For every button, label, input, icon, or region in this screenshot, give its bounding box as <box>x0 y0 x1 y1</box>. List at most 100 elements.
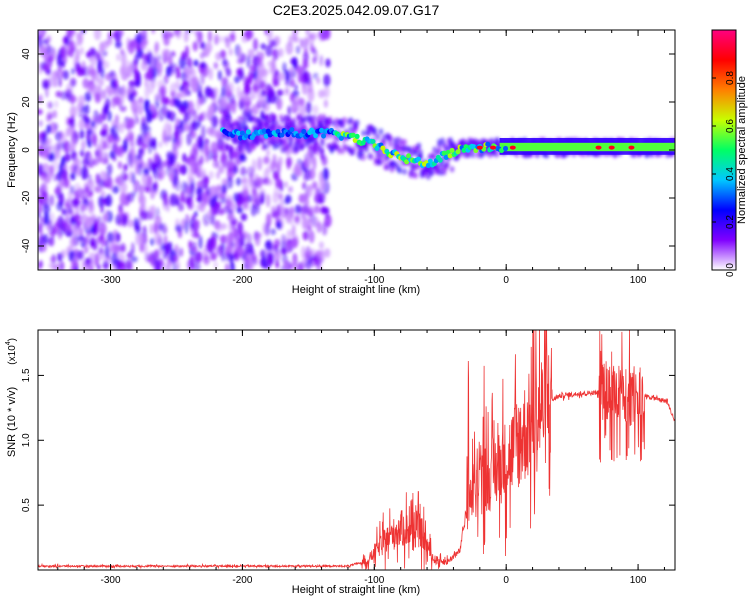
noise-speck <box>237 246 245 258</box>
noise-speck <box>57 77 62 88</box>
noise-speck <box>205 41 213 53</box>
noise-speck <box>175 162 181 174</box>
noise-speck <box>324 248 331 258</box>
noise-speck <box>148 162 156 171</box>
noise-speck <box>87 153 93 163</box>
noise-speck <box>70 78 76 88</box>
ridge-core-speck <box>235 130 241 136</box>
noise-speck <box>77 110 86 119</box>
noise-speck <box>185 214 190 225</box>
noise-speck <box>39 173 47 181</box>
noise-speck <box>212 188 218 196</box>
ridge-halo-speck <box>375 133 381 141</box>
noise-speck <box>280 247 287 255</box>
ridge-core-speck <box>427 158 433 164</box>
noise-speck <box>247 48 255 59</box>
noise-speck <box>133 217 140 230</box>
noise-speck <box>204 138 210 146</box>
noise-speck <box>84 185 90 194</box>
ridge-core-speck <box>437 157 443 163</box>
noise-speck <box>239 153 245 161</box>
noise-speck <box>304 36 309 47</box>
noise-speck <box>56 141 62 151</box>
noise-speck <box>161 223 167 235</box>
noise-speck <box>193 219 199 228</box>
noise-speck <box>303 70 309 84</box>
noise-speck <box>250 91 257 100</box>
noise-speck <box>126 152 133 167</box>
ridge-core-speck <box>245 129 251 135</box>
noise-speck <box>67 223 72 234</box>
noise-speck <box>288 186 293 193</box>
noise-speck <box>113 88 122 98</box>
noise-speck <box>165 245 170 256</box>
noise-speck <box>157 54 162 61</box>
noise-speck <box>76 33 83 47</box>
noise-speck <box>75 165 83 177</box>
ridge-core-speck <box>319 127 325 133</box>
noise-speck <box>180 89 187 98</box>
noise-speck <box>137 148 143 161</box>
noise-speck <box>186 57 193 69</box>
spectrogram-xlabel: Height of straight line (km) <box>292 284 420 296</box>
noise-speck <box>170 50 176 58</box>
noise-speck <box>47 144 55 152</box>
noise-speck <box>128 249 135 258</box>
noise-speck <box>100 206 105 214</box>
noise-speck <box>306 250 314 257</box>
noise-speck <box>286 229 293 239</box>
noise-speck <box>76 220 81 229</box>
noise-speck <box>104 239 109 249</box>
noise-speck <box>49 151 56 161</box>
noise-speck <box>126 261 133 270</box>
noise-speck <box>38 108 43 115</box>
noise-speck <box>87 201 95 215</box>
noise-speck <box>306 184 314 191</box>
noise-speck <box>69 266 77 270</box>
noise-speck <box>47 45 53 54</box>
noise-speck <box>60 91 68 101</box>
noise-speck <box>217 144 225 151</box>
noise-speck <box>74 61 81 72</box>
noise-speck <box>252 38 259 51</box>
ridge-halo-speck <box>361 129 366 137</box>
noise-speck <box>60 261 65 270</box>
noise-speck <box>242 185 250 197</box>
noise-speck <box>261 68 269 77</box>
noise-speck <box>283 198 290 205</box>
noise-speck <box>316 77 321 85</box>
noise-speck <box>41 38 49 45</box>
noise-speck <box>130 256 138 263</box>
noise-speck <box>153 180 159 190</box>
noise-speck <box>260 191 265 205</box>
noise-speck <box>144 79 149 88</box>
noise-speck <box>121 215 128 227</box>
x-tick-label: 100 <box>630 275 647 286</box>
noise-speck <box>154 249 159 259</box>
noise-speck <box>260 249 266 259</box>
noise-speck <box>210 141 218 155</box>
noise-speck <box>236 221 244 235</box>
x-tick-label: -100 <box>364 575 384 586</box>
noise-speck <box>163 234 168 246</box>
ridge-halo-speck <box>351 145 357 153</box>
noise-speck <box>185 30 193 34</box>
noise-speck <box>112 95 120 103</box>
noise-speck <box>89 83 95 94</box>
noise-speck <box>148 71 153 82</box>
noise-speck <box>265 178 274 186</box>
noise-speck <box>150 56 155 69</box>
noise-speck <box>52 110 58 119</box>
colorbar-tick-label: 0.2 <box>725 215 736 229</box>
noise-speck <box>226 176 234 189</box>
noise-speck <box>134 54 139 65</box>
x-tick-label: 0 <box>503 575 509 586</box>
noise-speck <box>70 211 76 219</box>
noise-speck <box>289 78 296 88</box>
y-tick-label: 20 <box>21 96 32 108</box>
noise-speck <box>69 236 76 249</box>
noise-speck <box>151 67 159 78</box>
noise-speck <box>276 221 282 230</box>
noise-speck <box>321 206 330 214</box>
noise-speck <box>307 155 312 169</box>
